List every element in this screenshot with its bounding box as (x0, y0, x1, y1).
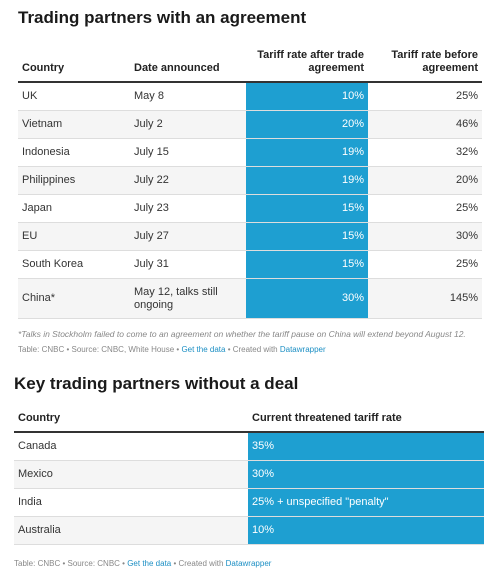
cell-rate-after: 20% (246, 110, 368, 139)
agreement-section: Trading partners with an agreement Count… (18, 8, 500, 354)
cell-country: China* (18, 278, 130, 319)
cell-country: Philippines (18, 166, 130, 195)
cell-country: UK (18, 82, 130, 111)
cell-country: Japan (18, 194, 130, 223)
table-row: UK May 8 10% 25% (18, 82, 482, 111)
header-country: Country (14, 408, 248, 433)
table-row: South Korea July 31 15% 25% (18, 250, 482, 279)
table-row: Canada 35% (14, 432, 484, 461)
cell-country: Indonesia (18, 138, 130, 167)
cell-rate-before: 20% (368, 166, 482, 195)
cell-date-announced: July 22 (130, 166, 246, 195)
cell-country: Mexico (14, 460, 248, 489)
cell-date-announced: July 15 (130, 138, 246, 167)
cell-country: Australia (14, 516, 248, 545)
agreement-header-row: Country Date announced Tariff rate after… (18, 40, 482, 83)
get-the-data-link[interactable]: Get the data (127, 559, 172, 568)
no-deal-section: Key trading partners without a deal Coun… (0, 354, 500, 568)
table-row: Indonesia July 15 19% 32% (18, 138, 482, 167)
cell-date-announced: July 23 (130, 194, 246, 223)
credit-prefix: Table: CNBC • Source: CNBC • (14, 559, 128, 568)
cell-rate-after: 15% (246, 250, 368, 279)
cell-threatened-rate: 25% + unspecified "penalty" (248, 488, 484, 517)
cell-threatened-rate: 10% (248, 516, 484, 545)
cell-date-announced: July 31 (130, 250, 246, 279)
table-row: India 25% + unspecified "penalty" (14, 488, 484, 517)
get-the-data-link[interactable]: Get the data (181, 345, 226, 354)
header-rate-after: Tariff rate after trade agreement (246, 40, 368, 83)
no-deal-title: Key trading partners without a deal (14, 374, 299, 393)
agreement-title: Trading partners with an agreement (18, 8, 307, 27)
agreement-table: Country Date announced Tariff rate after… (18, 40, 482, 319)
credit-prefix: Table: CNBC • Source: CNBC, White House … (18, 345, 182, 354)
table-row: Philippines July 22 19% 20% (18, 166, 482, 195)
table-row: EU July 27 15% 30% (18, 222, 482, 251)
cell-threatened-rate: 30% (248, 460, 484, 489)
datawrapper-link[interactable]: Datawrapper (225, 559, 272, 568)
table-row: Vietnam July 2 20% 46% (18, 110, 482, 139)
cell-date-announced: July 2 (130, 110, 246, 139)
cell-country: India (14, 488, 248, 517)
cell-country: Canada (14, 432, 248, 461)
no-deal-table-body: Canada 35% Mexico 30% India 25% + unspecified… (14, 432, 484, 545)
datawrapper-link[interactable]: Datawrapper (279, 345, 326, 354)
cell-date-announced: July 27 (130, 222, 246, 251)
header-date-announced: Date announced (130, 40, 246, 83)
table-row: Mexico 30% (14, 460, 484, 489)
cell-date-announced: May 12, talks still ongoing (130, 278, 246, 319)
credit-mid: • Created with (171, 559, 226, 568)
cell-rate-after: 19% (246, 138, 368, 167)
agreement-footnote: *Talks in Stockholm failed to come to an… (18, 329, 466, 339)
table-row: China* May 12, talks still ongoing 30% 145% (18, 278, 482, 319)
cell-rate-after: 30% (246, 278, 368, 319)
cell-rate-after: 15% (246, 222, 368, 251)
cell-rate-before: 25% (368, 194, 482, 223)
header-country: Country (18, 40, 130, 83)
cell-country: South Korea (18, 250, 130, 279)
cell-rate-before: 32% (368, 138, 482, 167)
agreement-table-body: UK May 8 10% 25% Vietnam July 2 20% 46% Indonesi… (18, 82, 482, 319)
table-row: Australia 10% (14, 516, 484, 545)
cell-country: EU (18, 222, 130, 251)
cell-rate-before: 25% (368, 250, 482, 279)
table-row: Japan July 23 15% 25% (18, 194, 482, 223)
agreement-credit: Table: CNBC • Source: CNBC, White House … (18, 345, 500, 354)
cell-rate-before: 30% (368, 222, 482, 251)
cell-rate-after: 10% (246, 82, 368, 111)
credit-mid: • Created with (225, 345, 280, 354)
cell-country: Vietnam (18, 110, 130, 139)
cell-rate-before: 25% (368, 82, 482, 111)
no-deal-header-row: Country Current threatened tariff rate (14, 408, 484, 433)
cell-threatened-rate: 35% (248, 432, 484, 461)
cell-rate-before: 46% (368, 110, 482, 139)
header-threatened-rate: Current threatened tariff rate (248, 408, 484, 433)
no-deal-credit: Table: CNBC • Source: CNBC • Get the dat… (14, 559, 500, 568)
cell-rate-after: 15% (246, 194, 368, 223)
header-rate-before: Tariff rate before agreement (368, 40, 482, 83)
cell-date-announced: May 8 (130, 82, 246, 111)
cell-rate-before: 145% (368, 278, 482, 319)
no-deal-table: Country Current threatened tariff rate C… (14, 408, 484, 545)
cell-rate-after: 19% (246, 166, 368, 195)
